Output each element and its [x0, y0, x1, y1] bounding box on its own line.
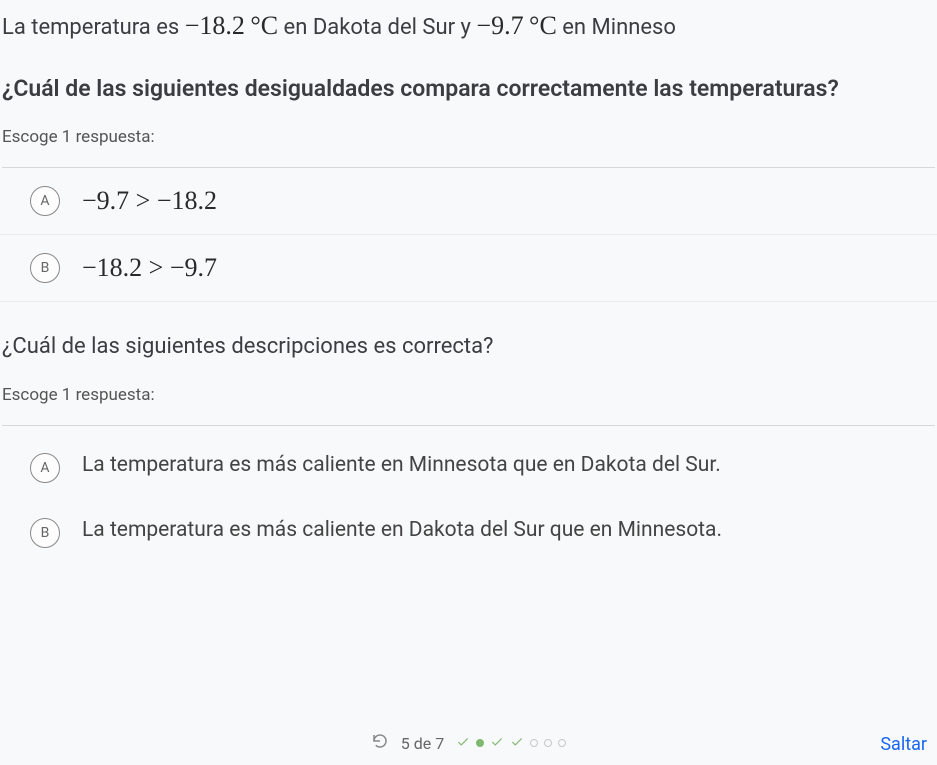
progress-pending-dot [544, 739, 552, 747]
intro-suffix: en Minneso [557, 15, 676, 40]
temp1-value: −18.2 [185, 11, 245, 40]
progress-current-dot [476, 739, 484, 747]
progress-pending-dot [558, 739, 566, 747]
progress-label: 5 de 7 [401, 734, 444, 753]
q1-option-b[interactable]: B −18.2 > −9.7 [0, 235, 937, 302]
instruction-q2: Escoge 1 respuesta: [0, 363, 937, 417]
q2-option-b[interactable]: B La temperatura es más caliente en Dako… [0, 497, 937, 562]
question1-text: ¿Cuál de las siguientes desigualdades co… [0, 45, 937, 105]
progress-check-icon [490, 734, 504, 753]
progress-check-icon [510, 734, 524, 753]
reload-icon[interactable] [371, 732, 389, 754]
temp2-value: −9.7 [476, 11, 523, 40]
intro-statement: La temperatura es −18.2 °C en Dakota del… [0, 0, 937, 45]
q2-option-b-text: La temperatura es más caliente en Dakota… [82, 515, 722, 547]
q1-option-a-expression: −9.7 > −18.2 [82, 186, 217, 216]
progress-pending-dot [530, 739, 538, 747]
exercise-content: La temperatura es −18.2 °C en Dakota del… [0, 0, 937, 562]
option-letter-circle: A [30, 453, 60, 483]
temp2-unit: °C [529, 11, 557, 40]
question2-text: ¿Cuál de las siguientes descripciones es… [0, 302, 937, 363]
divider [2, 425, 935, 426]
footer-inner: 5 de 7 [371, 732, 566, 754]
q1-option-b-expression: −18.2 > −9.7 [82, 253, 217, 283]
option-letter-circle: B [30, 253, 60, 283]
q2-options-group: A La temperatura es más caliente en Minn… [0, 432, 937, 562]
instruction-q1: Escoge 1 respuesta: [0, 105, 937, 159]
q2-option-a-text: La temperatura es más caliente en Minnes… [82, 450, 721, 482]
q1-option-a[interactable]: A −9.7 > −18.2 [0, 168, 937, 235]
intro-prefix: La temperatura es [2, 15, 185, 40]
intro-middle: en Dakota del Sur y [278, 15, 476, 40]
option-letter-circle: A [30, 186, 60, 216]
progress-check-icon [456, 734, 470, 753]
temp1-unit: °C [250, 11, 278, 40]
progress-dots [456, 734, 566, 753]
skip-button[interactable]: Saltar [880, 734, 927, 755]
footer-bar: 5 de 7 Saltar [0, 721, 937, 765]
q2-option-a[interactable]: A La temperatura es más caliente en Minn… [0, 432, 937, 497]
option-letter-circle: B [30, 518, 60, 548]
